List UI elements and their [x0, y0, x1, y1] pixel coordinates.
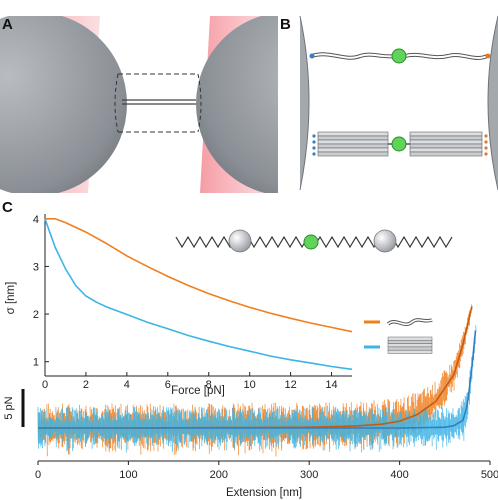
protein-green-top	[391, 48, 407, 64]
extension-x-tick-label: 0	[35, 469, 41, 481]
inset-x-tick-label: 8	[206, 379, 212, 391]
inset-y-tick-label: 4	[33, 214, 39, 226]
legend-icon-bundle	[387, 336, 433, 354]
inset-series	[44, 218, 353, 371]
cartoon-protein	[303, 234, 319, 250]
construct-diagram	[299, 15, 498, 191]
bead-wall-left	[299, 15, 310, 191]
mean-trace-blue	[38, 330, 477, 429]
extension-x-label: Extension [nm]	[226, 487, 302, 499]
extension-x-tick-label: 500	[481, 469, 498, 481]
bead-left	[0, 16, 127, 193]
inset-y-label: σ [nm]	[5, 282, 17, 315]
bead-wall-right	[487, 15, 498, 191]
inset-x-tick-label: 6	[165, 379, 171, 391]
bead-edge-left	[114, 73, 119, 133]
legend	[364, 318, 433, 354]
extension-x-tick-label: 400	[390, 469, 408, 481]
extension-x-tick-label: 200	[210, 469, 228, 481]
panel-label-b: B	[280, 16, 291, 33]
inset-x-tick-label: 14	[325, 379, 337, 391]
inset-x-tick-label: 12	[284, 379, 296, 391]
linker-orange-top	[485, 53, 491, 59]
extension-axis: 0 100 200 300 400 500 Extension [nm]	[35, 460, 498, 499]
protein-green-bottom	[391, 136, 407, 152]
inset-x-label: Force [pN]	[171, 385, 225, 397]
linker-blue-top	[309, 53, 315, 59]
scale-bar-label: 5 pN	[3, 396, 15, 419]
force-extension-traces	[37, 304, 477, 457]
cartoon-bead-right	[373, 229, 397, 253]
inset-x-tick-label: 2	[83, 379, 89, 391]
panel-label-a: A	[2, 16, 13, 33]
extension-x-tick-label: 100	[119, 469, 137, 481]
inset-y-ticks: 1 2 3 4	[33, 214, 49, 369]
extension-x-tick-label: 300	[300, 469, 318, 481]
bundle-left	[312, 131, 389, 157]
extension-x-ticks: 0 100 200 300 400 500	[35, 461, 498, 481]
inset-x-tick-label: 0	[42, 379, 48, 391]
bead-edge-right	[197, 73, 202, 133]
optical-trap-diagram	[0, 16, 278, 193]
sigma-line-orange	[45, 218, 353, 333]
inset-y-tick-label: 3	[33, 261, 39, 273]
panel-label-c: C	[2, 199, 13, 216]
inset-x-tick-label: 4	[124, 379, 130, 391]
inset-y-tick-label: 2	[33, 309, 39, 321]
cartoon-bead-left	[228, 229, 252, 253]
inset-x-tick-label: 10	[244, 379, 256, 391]
bundle-right	[409, 131, 488, 157]
bead-right	[196, 16, 278, 193]
molecule-cartoon	[175, 229, 453, 253]
inset-x-ticks: 0 2 4 6 8 10 12 14	[42, 372, 338, 391]
sigma-line-blue	[44, 218, 353, 371]
inset-y-tick-label: 1	[33, 357, 39, 369]
